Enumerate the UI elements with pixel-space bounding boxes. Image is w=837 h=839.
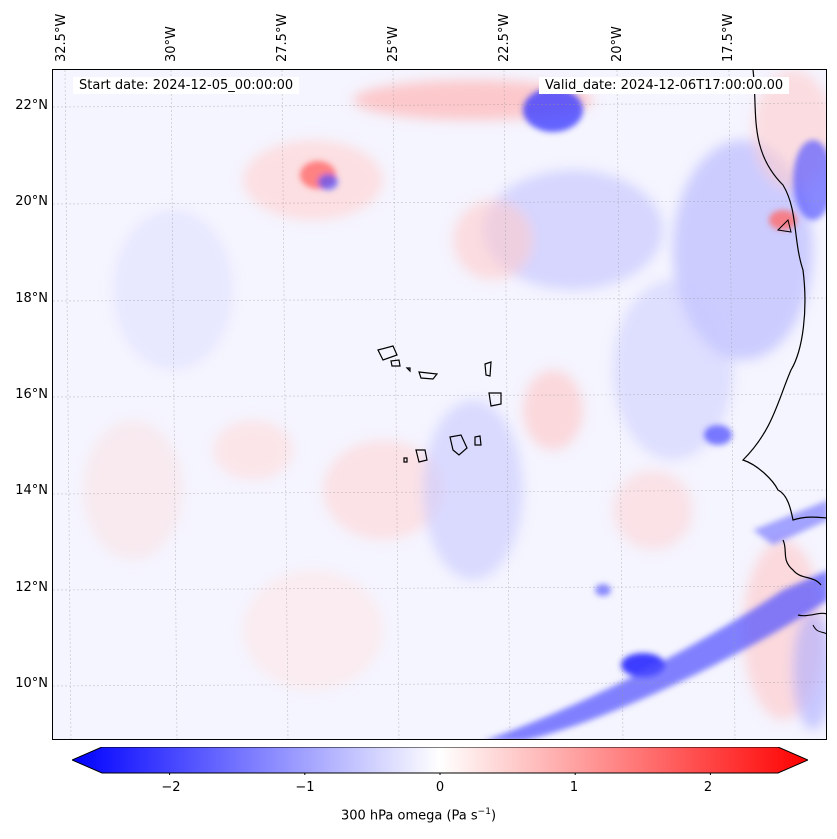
lon-label: 30°W: [164, 26, 179, 62]
lon-label: 32.5°W: [54, 13, 69, 62]
lat-label: 20°N: [15, 194, 48, 209]
start-date-label: Start date: 2024-12-05_00:00:00: [73, 77, 300, 94]
colorbar-tick-label: −2: [161, 780, 181, 795]
lon-label: 27.5°W: [275, 13, 290, 62]
omega-features: [300, 88, 826, 739]
colorbar-tick-marks: [169, 773, 711, 775]
coastline-guinea: [782, 539, 826, 617]
cape-verde-islands: [377, 345, 502, 463]
lat-label: 22°N: [15, 98, 48, 113]
coastline-bissagos: [812, 624, 826, 635]
colorbar-tick-label: 2: [703, 780, 713, 795]
lon-label: 22.5°W: [497, 13, 512, 62]
colorbar: [72, 747, 808, 775]
colorbar-label: 300 hPa omega (Pa s−1): [0, 807, 837, 823]
lat-label: 14°N: [15, 483, 48, 498]
colorbar-label-close: ): [490, 808, 497, 824]
lon-label: 20°W: [610, 26, 625, 62]
valid-date-label: Valid_date: 2024-12-06T17:00:00.00: [539, 77, 790, 94]
omega-field-map: [53, 70, 826, 739]
colorbar-tick-label: 0: [435, 780, 445, 795]
colorbar-tick-label: 1: [569, 780, 579, 795]
colorbar-tick-label: −1: [295, 780, 315, 795]
lat-label: 16°N: [15, 387, 48, 402]
lon-label: 17.5°W: [721, 13, 736, 62]
colorbar-gradient: [72, 747, 808, 774]
graticule: [53, 70, 826, 739]
lat-label: 12°N: [15, 580, 48, 595]
coast-islet: [776, 219, 792, 233]
colorbar-label-text: 300 hPa omega (Pa s: [340, 808, 478, 824]
map-panel: [52, 69, 827, 740]
coastline-africa: [741, 70, 826, 521]
lat-label: 10°N: [15, 676, 48, 691]
lon-label: 25°W: [386, 26, 401, 62]
lat-label: 18°N: [15, 291, 48, 306]
colorbar-label-exponent: −1: [477, 807, 491, 817]
omega-shading: [83, 70, 826, 730]
